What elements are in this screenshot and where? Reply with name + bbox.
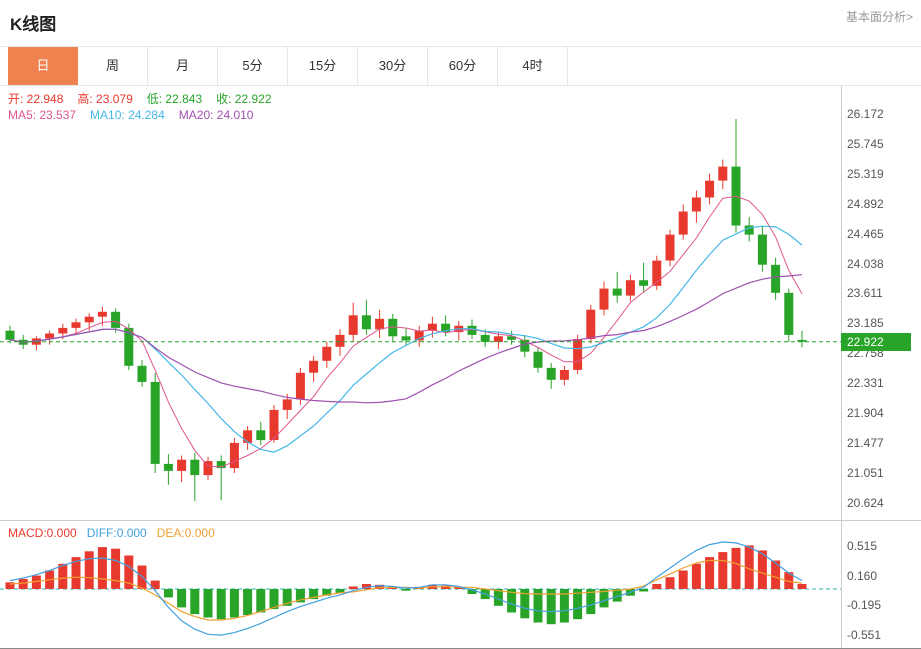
macd-item: MACD:0.000	[8, 526, 77, 540]
dea-line	[9, 559, 803, 621]
ma-item: MA10: 24.284	[90, 108, 165, 122]
ma-info: MA5: 23.537 MA10: 24.284 MA20: 24.010	[8, 108, 253, 122]
macd-svg	[0, 541, 841, 636]
axis-label: 23.185	[847, 316, 884, 330]
page-title: K线图	[10, 15, 57, 34]
axis-label: 0.160	[847, 569, 878, 583]
page-header: K线图 基本面分析>	[0, 0, 921, 46]
macd-chart[interactable]	[0, 521, 841, 648]
axis-label: -0.551	[847, 628, 882, 642]
ohlc-item: 开: 22.948	[8, 92, 64, 106]
tab-5分[interactable]: 5分	[218, 47, 288, 85]
ma5-line	[9, 195, 803, 468]
axis-label: 21.477	[847, 436, 884, 450]
panel-separator	[0, 520, 921, 521]
axis-label: 21.904	[847, 406, 884, 420]
ohlc-item: 高: 23.079	[77, 92, 133, 106]
candlestick-svg	[0, 119, 841, 502]
axis-label: 25.745	[847, 137, 884, 151]
ohlc-item: 收: 22.922	[216, 92, 272, 106]
macd-item: DEA:0.000	[156, 526, 215, 540]
tab-4时[interactable]: 4时	[498, 47, 568, 85]
macd-info: MACD:0.000 DIFF:0.000 DEA:0.000	[8, 526, 215, 540]
current-price-badge: 22.922	[841, 333, 911, 351]
axis-label: 24.465	[847, 227, 884, 241]
candlestick-chart[interactable]	[0, 86, 841, 520]
axis-label: 23.611	[847, 286, 883, 300]
ma-item: MA20: 24.010	[178, 108, 254, 122]
ohlc-info: 开: 22.948 高: 23.079 低: 22.843 收: 22.922	[8, 90, 272, 107]
chart-area: 开: 22.948 高: 23.079 低: 22.843 收: 22.922 MA5…	[0, 86, 921, 649]
diff-line	[9, 541, 803, 636]
tab-周[interactable]: 周	[78, 47, 148, 85]
ohlc-item: 低: 22.843	[146, 92, 203, 106]
axis-label: 24.038	[847, 257, 884, 271]
axis-label: 22.331	[847, 376, 884, 390]
price-axis: 26.172 25.745 25.319 24.892 24.465 24.038 23.6…	[842, 86, 921, 520]
fundamental-analysis-link[interactable]: 基本面分析>	[845, 10, 913, 24]
axis-label: 20.624	[847, 496, 884, 510]
axis-label: 26.172	[847, 107, 884, 121]
macd-axis: 0.515 0.160 -0.195 -0.551	[842, 521, 921, 648]
ma20-line	[9, 274, 803, 404]
macd-item: DIFF:0.000	[86, 526, 147, 540]
axis-label: 0.515	[847, 539, 878, 553]
axis-label: 25.319	[847, 167, 884, 181]
tab-60分[interactable]: 60分	[428, 47, 498, 85]
axis-label: -0.195	[847, 598, 882, 612]
tab-30分[interactable]: 30分	[358, 47, 428, 85]
ma-item: MA5: 23.537	[8, 108, 77, 122]
tab-日[interactable]: 日	[8, 47, 78, 85]
tab-月[interactable]: 月	[148, 47, 218, 85]
axis-label: 24.892	[847, 197, 884, 211]
tab-15分[interactable]: 15分	[288, 47, 358, 85]
axis-separator	[841, 86, 842, 648]
axis-label: 21.051	[847, 466, 884, 480]
period-tabs: 日周月 5分 15分 30分 60分 4时	[0, 46, 921, 86]
